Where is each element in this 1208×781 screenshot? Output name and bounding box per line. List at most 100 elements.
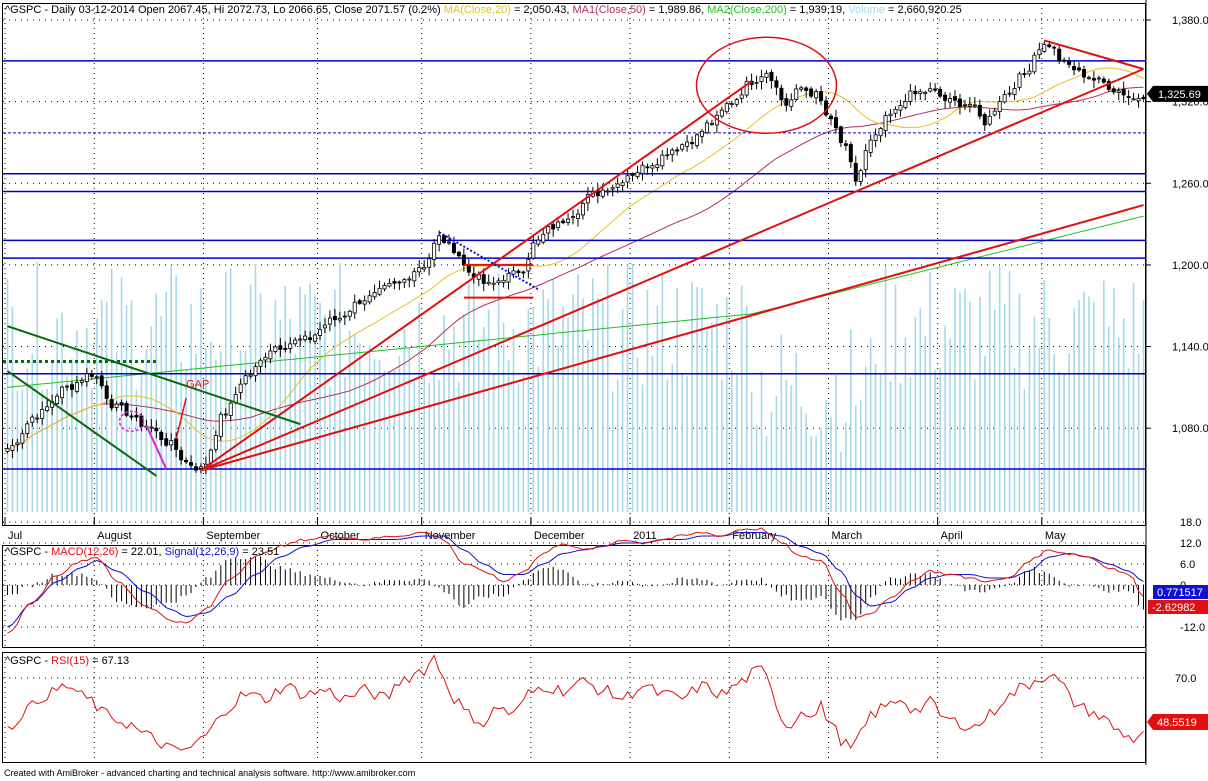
candle-body [253,366,258,377]
volume-bar [165,291,168,512]
volume-bar [1137,354,1140,512]
candle-body [99,375,104,387]
volume-bar [954,287,956,512]
last-price-badge [1147,85,1208,102]
volume-bar [889,381,892,512]
volume-bar [428,382,430,512]
candle-body [134,414,139,418]
volume-bar [1083,291,1085,512]
x-axis-label: February [732,530,777,542]
candle-body [1067,60,1072,65]
volume-bar [224,272,227,512]
candle-body [104,385,109,399]
x-axis-label: March [832,530,863,542]
last-price-badge-text: 1,325.69 [1158,89,1201,101]
volume-bar [105,301,108,512]
candle-body [1136,97,1141,102]
volume-bar [869,338,872,512]
candle-body [928,88,933,92]
volume-bar [1093,302,1095,512]
trend-line [1044,39,1144,70]
volume-bar [914,316,917,512]
candle-body [908,90,913,102]
volume-bar [180,362,182,512]
candle-body [571,216,576,219]
volume-bar [71,359,73,512]
volume-bar [1132,282,1135,512]
price-axis-label: 1,080.0 [1172,423,1208,435]
candle-body [744,80,749,96]
candle-body [347,310,352,317]
candle-body [690,142,695,145]
volume-bar [983,356,986,512]
volume-bar [56,318,58,512]
candle-body [20,433,25,444]
rsi-header: ^GSPC - RSI(15) = 67.13 [5,655,129,667]
volume-bar [51,362,53,512]
volume-bar [651,355,654,512]
volume-bar [597,297,599,512]
candle-body [605,190,610,193]
volume-bar [939,367,941,512]
candle-body [1057,48,1062,61]
x-axis-label: September [206,530,260,542]
candle-body [60,386,65,399]
candle-body [486,281,491,285]
volume-bar [805,413,807,512]
candle-body [337,317,342,321]
candle-body [546,226,551,234]
candle-body [139,415,144,428]
candle-body [625,175,630,183]
candle-body [243,375,248,385]
volume-bars [6,262,1145,512]
volume-bar [229,268,232,512]
volume-bar [949,338,951,512]
price-header-part: = 2,050.43, [511,4,572,16]
candle-body [1072,66,1077,71]
volume-bar [894,284,897,512]
candle-body [962,104,967,107]
candle-body [25,423,30,434]
candle-body [1062,59,1067,62]
volume-bar [611,391,614,512]
volume-bar [711,322,713,512]
rsi-axis-label: 70.0 [1175,673,1196,685]
volume-bar [398,356,401,512]
candle-body [189,462,194,466]
candle-body [258,359,263,367]
volume-bar [770,411,773,512]
volume-bar [120,277,123,512]
candle-body [1126,96,1131,99]
volume-bar [487,309,490,512]
candle-body [417,267,422,273]
volume-bar [41,390,44,512]
volume-bar [998,266,1001,512]
candle-body [987,115,992,125]
volume-bar [1098,374,1100,512]
candle-body [35,417,40,420]
candle-body [531,242,536,259]
volume-bar [845,422,847,512]
candle-body [754,81,759,84]
volume-bar [140,375,143,512]
candle-body [362,300,367,305]
volume-bar [825,400,827,512]
candle-body [501,279,506,283]
volume-bar [46,388,48,512]
candle-body [318,329,323,336]
volume-bar [671,364,674,512]
candle-body [65,385,70,388]
volume-bar [91,388,93,512]
candle-body [923,91,928,94]
candle-body [784,98,789,106]
candle-body [208,449,213,464]
candle-body [402,279,407,283]
macd-header-part: = 22.01, [118,546,164,558]
candle-body [938,88,943,97]
volume-bar [353,334,356,512]
candle-body [719,109,724,117]
volume-bar [36,262,39,512]
candle-body [838,126,843,143]
candles [5,40,1146,475]
volume-bar [1078,299,1080,512]
